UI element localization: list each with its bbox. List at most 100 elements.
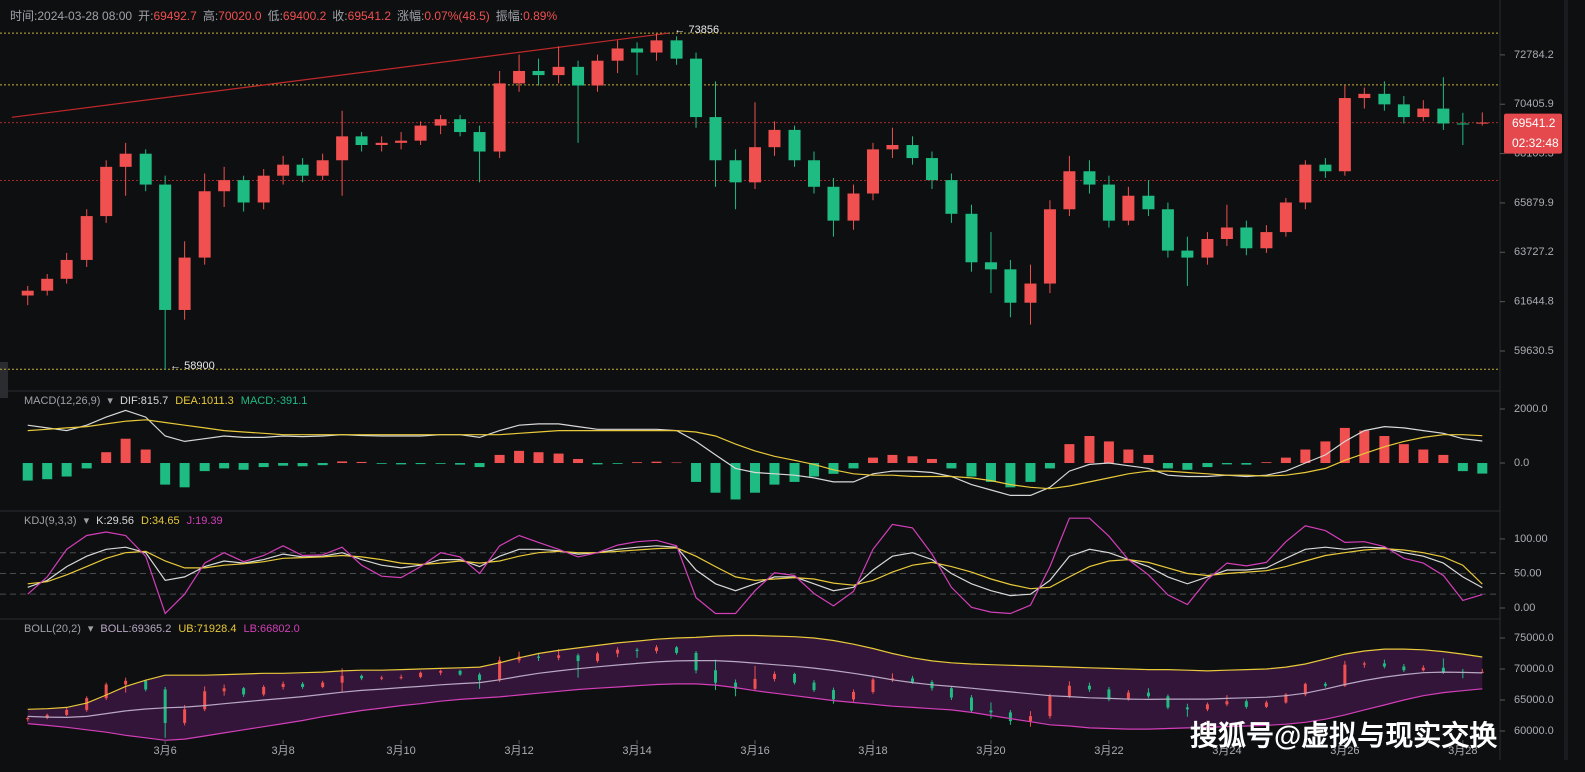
indicator-legend: BOLL(20,2) ▾ BOLL:69365.2 UB:71928.4 LB:6680… [24,622,307,635]
macd-bar [1438,454,1449,464]
candle-body [831,690,835,700]
candle-body [1067,685,1071,697]
candle-body [198,191,211,258]
candle-body [1402,666,1406,671]
candle-body [1343,664,1347,686]
x-tick-label: 3月12 [504,745,533,757]
macd-bar [1300,449,1311,464]
candle-body [493,83,506,152]
macd-bar [1320,441,1331,464]
candle-body [1378,93,1391,105]
macd-bar [1005,463,1016,488]
last-price-label: 69541.2 [1512,116,1556,130]
indicator-line [27,547,1483,590]
macd-bar [671,462,682,464]
candle-body [713,670,717,683]
indicator-legend: KDJ(9,3,3) ▾ K:29.56 D:34.65 J:19.39 [24,514,230,527]
candle-body [945,180,958,214]
candle-body [395,140,408,143]
candle-body [1205,704,1209,710]
macd-bar [808,463,819,477]
candle-body [650,40,663,53]
x-tick-label: 3月14 [622,745,651,757]
candle-body [788,129,801,161]
indicator-line [27,660,1483,719]
macd-bar [1418,449,1429,464]
candle-body [793,673,797,683]
candle-body [80,216,93,260]
candle-body [513,70,526,84]
candle-body [100,166,113,217]
macd-bar [1241,463,1252,465]
candle-body [866,149,879,194]
macd-bar [1202,463,1213,468]
candle-body [296,164,309,176]
candle-body [670,40,683,59]
macd-bar [435,463,446,464]
dropdown-icon[interactable]: ▾ [87,623,94,635]
macd-bar [553,453,564,464]
macd-bar [1143,454,1154,464]
macd-bar [907,456,918,464]
candle-body [1181,250,1194,258]
candle-body [532,70,545,76]
candle-body [1063,171,1076,210]
candle-body [812,682,816,691]
candle-body [749,147,762,183]
dropdown-icon[interactable]: ▾ [107,395,113,407]
macd-bar [592,463,603,465]
dropdown-icon[interactable]: ▾ [83,515,90,527]
y-tick-label: 70405.9 [1514,98,1554,110]
candle-body [1417,108,1430,118]
candle-body [1142,195,1155,210]
y-tick-label: 59630.5 [1514,345,1554,357]
macd-bar [1280,457,1291,464]
price-annotation: ← 73856 [674,24,719,36]
macd-bar [337,461,348,464]
x-tick-label: 3月28 [1448,745,1477,757]
candle-body [871,679,875,692]
candle-body [596,653,600,661]
candle-body [262,686,266,695]
candle-body [301,683,305,687]
scrollbar[interactable] [1564,0,1568,760]
price-annotation: ← 58900 [170,360,215,372]
candle-body [552,66,565,76]
y-tick-label: 72784.2 [1514,49,1554,61]
macd-bar [966,463,977,477]
candle-body [1083,171,1096,185]
candle-body [1421,667,1425,671]
candle-body [119,153,132,167]
candle-body [1122,195,1135,221]
header-value: 69400.2 [282,9,327,23]
y-tick-label: 0.00 [1514,602,1535,614]
header-label: 涨幅: [397,9,425,23]
last-price-box [1504,113,1562,154]
candle-body [807,160,820,187]
candle-body [1397,104,1410,118]
candle-body [399,677,403,679]
collapse-handle[interactable] [0,362,8,398]
macd-bar [926,458,937,464]
indicator-line [27,683,1483,741]
macd-bar [985,463,996,482]
y-tick-label: 50.00 [1514,567,1542,579]
macd-bar [691,463,702,482]
y-tick-label: 0.0 [1514,457,1529,469]
macd-bar [258,463,269,468]
indicator-line [27,634,1483,710]
candle-body [1441,667,1445,673]
candle-body [949,688,953,698]
candle-body [631,48,644,53]
macd-bar [1103,441,1114,464]
candle-body [498,660,502,681]
macd-bar [1084,436,1095,464]
candle-body [144,680,148,690]
macd-bar [848,463,859,469]
candle-body [827,186,840,221]
macd-bar [396,463,407,465]
macd-bar [199,463,210,472]
candle-body [434,119,447,126]
